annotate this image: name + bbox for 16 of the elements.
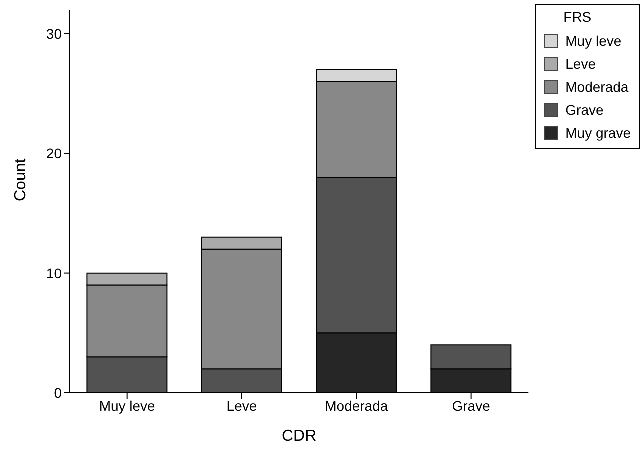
legend-label: Moderada	[566, 78, 629, 94]
x-tick-label: Leve	[226, 398, 258, 414]
y-tick-label: 30	[46, 26, 62, 42]
y-tick-label: 0	[54, 384, 62, 401]
legend-label: Muy grave	[566, 124, 631, 140]
x-axis-title: CDR	[282, 428, 317, 445]
legend-label: Grave	[566, 102, 604, 118]
x-tick-label: Muy leve	[99, 398, 156, 414]
legend-label: Leve	[566, 56, 596, 72]
x-tick-label: Moderada	[325, 398, 388, 414]
y-axis-title: Count	[12, 158, 30, 202]
legend-label: Muy leve	[566, 32, 622, 48]
y-tick-label: 10	[46, 265, 62, 282]
y-tick-label: 20	[46, 146, 62, 162]
legend-title: FRS	[562, 9, 593, 25]
x-tick-label: Grave	[452, 398, 491, 414]
